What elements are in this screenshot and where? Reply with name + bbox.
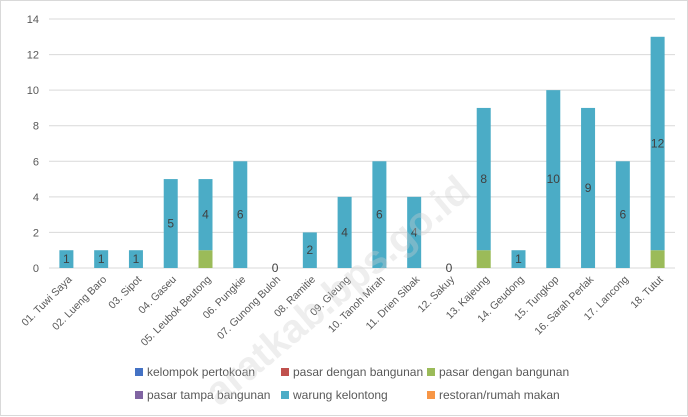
- data-labels: 1 1 1 5 4 6 0 2 4 6 4 0 8 1 10 9 6 12: [63, 137, 665, 276]
- legend: kelompok pertokoan pasar dengan bangunan p…: [135, 365, 569, 402]
- bar-segment: [198, 179, 213, 251]
- bar-segment: [302, 232, 317, 268]
- bar-segment: [476, 107, 491, 251]
- y-tick-label: 0: [33, 263, 39, 275]
- legend-label: pasar tampa bangunan: [147, 388, 270, 402]
- data-label: 0: [446, 261, 453, 275]
- legend-swatch: [281, 391, 289, 399]
- bars: [59, 36, 665, 269]
- data-label: 10: [547, 172, 561, 186]
- bar-segment: [163, 179, 178, 268]
- data-label: 4: [411, 225, 418, 239]
- data-label: 8: [480, 172, 487, 186]
- legend-swatch: [135, 391, 143, 399]
- gridlines: [49, 18, 675, 269]
- bar-segment: [581, 107, 596, 268]
- bar-segment: [650, 250, 665, 268]
- y-tick-label: 14: [27, 14, 39, 26]
- data-label: 0: [272, 261, 279, 275]
- y-tick-label: 10: [27, 85, 39, 97]
- legend-swatch: [281, 368, 289, 376]
- bar-segment: [337, 196, 352, 268]
- legend-swatch: [427, 368, 435, 376]
- data-label: 1: [63, 252, 70, 266]
- data-label: 9: [585, 181, 592, 195]
- bar-segment: [94, 250, 109, 268]
- legend-label: pasar dengan bangunan: [293, 365, 423, 379]
- bar-segment: [546, 90, 561, 269]
- data-label: 6: [376, 208, 383, 222]
- legend-label: restoran/rumah makan: [439, 388, 560, 402]
- legend-label: kelompok pertokoan: [147, 365, 255, 379]
- data-label: 12: [651, 137, 665, 151]
- data-label: 4: [341, 225, 348, 239]
- x-tick-label: 18. Tutut: [628, 274, 665, 311]
- data-label: 5: [167, 217, 174, 231]
- y-tick-label: 8: [33, 121, 39, 133]
- y-tick-label: 2: [33, 227, 39, 239]
- bar-segment: [650, 36, 665, 251]
- data-label: 2: [306, 243, 313, 257]
- bar-segment: [615, 161, 630, 268]
- data-label: 4: [202, 208, 209, 222]
- data-label: 1: [98, 252, 105, 266]
- legend-swatch: [427, 391, 435, 399]
- bar-segment: [407, 196, 422, 268]
- y-tick-label: 6: [33, 156, 39, 168]
- legend-label: warung kelontong: [292, 388, 388, 402]
- bar-segment: [233, 161, 248, 268]
- bar-segment: [372, 161, 387, 268]
- bar-segment: [59, 250, 74, 268]
- y-axis-ticks: 0 2 4 6 8 10 12 14: [27, 14, 39, 275]
- data-label: 1: [133, 252, 140, 266]
- bar-segment: [511, 250, 526, 268]
- data-label: 6: [619, 208, 626, 222]
- bar-segment: [198, 250, 213, 268]
- bar-segment: [128, 250, 143, 268]
- x-tick-label: 16. Sarah Perlak: [532, 273, 596, 337]
- bar-segment: [476, 250, 491, 268]
- legend-label: pasar dengan bangunan: [439, 365, 569, 379]
- y-tick-label: 4: [33, 192, 39, 204]
- legend-swatch: [135, 368, 143, 376]
- data-label: 6: [237, 208, 244, 222]
- y-tick-label: 12: [27, 50, 39, 62]
- data-label: 1: [515, 252, 522, 266]
